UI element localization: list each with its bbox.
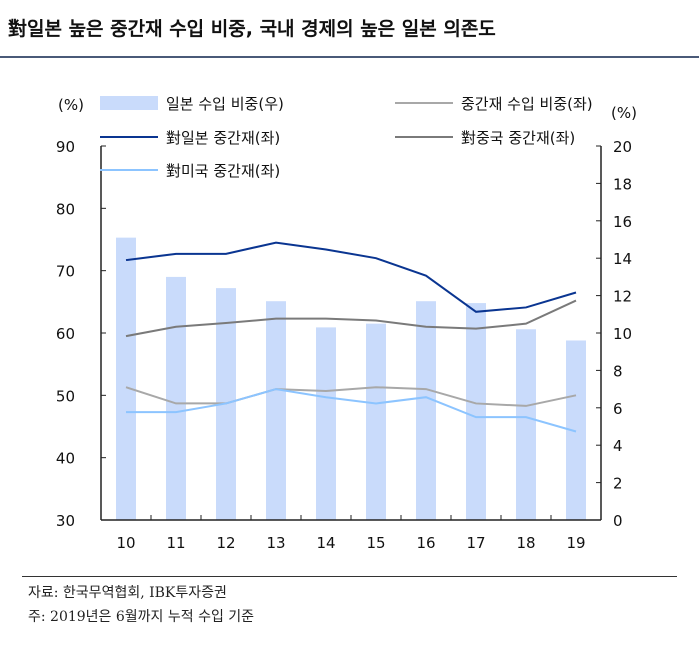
bar-10 bbox=[116, 237, 136, 520]
x-tick-label: 10 bbox=[116, 534, 135, 552]
left-tick-label: 30 bbox=[56, 512, 75, 530]
right-tick-label: 4 bbox=[613, 437, 623, 455]
right-tick-label: 18 bbox=[613, 175, 632, 193]
line-중간재 수입 비중(좌) bbox=[125, 386, 577, 407]
right-tick-label: 20 bbox=[613, 138, 632, 156]
right-tick-label: 2 bbox=[613, 475, 623, 493]
bar-19 bbox=[566, 340, 586, 520]
left-tick-label: 60 bbox=[56, 325, 75, 343]
x-tick-label: 15 bbox=[366, 534, 385, 552]
left-tick-label: 40 bbox=[56, 450, 75, 468]
footnote: 주: 2019년은 6월까지 누적 수입 기준 bbox=[28, 609, 255, 625]
line-對일본 중간재(좌) bbox=[125, 241, 577, 313]
right-tick-label: 8 bbox=[613, 362, 623, 380]
chart: 30 40 50 60 70 80 90 0 2 4 6 8 10 12 14 16 18 20 10 11 12 13 1… bbox=[56, 95, 637, 552]
right-tick-label: 10 bbox=[613, 325, 632, 343]
x-tick-label: 13 bbox=[266, 534, 285, 552]
x-tick-label: 12 bbox=[216, 534, 235, 552]
left-axis-unit: (%) bbox=[58, 96, 84, 114]
left-tick-label: 80 bbox=[56, 200, 75, 218]
right-tick-label: 0 bbox=[613, 512, 623, 530]
right-tick-label: 12 bbox=[613, 288, 632, 306]
right-tick-label: 16 bbox=[613, 213, 632, 231]
left-tick-label: 70 bbox=[56, 263, 75, 281]
title-divider bbox=[0, 56, 699, 58]
bar-16 bbox=[416, 301, 436, 520]
legend-label: 對미국 중간재(좌) bbox=[166, 162, 280, 180]
bar-14 bbox=[316, 327, 336, 520]
legend-label: 對중국 중간재(좌) bbox=[461, 129, 575, 147]
footer-divider bbox=[22, 576, 677, 577]
line-對미국 중간재(좌) bbox=[126, 388, 577, 433]
left-tick-label: 90 bbox=[56, 138, 75, 156]
x-tick-label: 11 bbox=[166, 534, 185, 552]
chart-title: 對일본 높은 중간재 수입 비중, 국내 경제의 높은 일본 의존도 bbox=[8, 18, 496, 40]
legend-label: 對일본 중간재(좌) bbox=[166, 129, 280, 147]
x-tick-label: 14 bbox=[316, 534, 335, 552]
bar-11 bbox=[166, 276, 186, 520]
x-tick-label: 16 bbox=[416, 534, 435, 552]
line-對중국 중간재(좌) bbox=[125, 299, 577, 338]
left-tick-label: 50 bbox=[56, 387, 75, 405]
x-tick-label: 18 bbox=[516, 534, 535, 552]
source-note: 자료: 한국무역협회, IBK투자증권 bbox=[28, 585, 227, 601]
bar-15 bbox=[366, 323, 386, 520]
right-tick-label: 6 bbox=[613, 400, 623, 418]
bar-17 bbox=[466, 303, 486, 520]
legend-label: 중간재 수입 비중(좌) bbox=[461, 95, 593, 113]
legend-swatch bbox=[100, 96, 158, 110]
right-axis-unit: (%) bbox=[611, 104, 637, 122]
bar-18 bbox=[516, 329, 536, 520]
legend-label: 일본 수입 비중(우) bbox=[166, 95, 284, 113]
x-tick-label: 19 bbox=[566, 534, 585, 552]
right-tick-label: 14 bbox=[613, 250, 632, 268]
bar-13 bbox=[266, 301, 286, 520]
x-tick-label: 17 bbox=[466, 534, 485, 552]
